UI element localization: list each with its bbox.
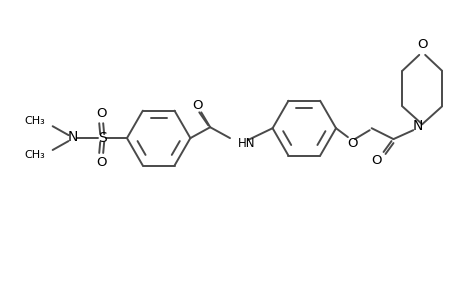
Text: CH₃: CH₃ [24,150,45,160]
Text: O: O [96,156,106,170]
Text: N: N [67,130,78,144]
Text: O: O [96,107,106,120]
Text: O: O [192,99,202,112]
Text: S: S [98,131,106,145]
Text: O: O [347,136,357,150]
Text: O: O [416,38,426,52]
Text: HN: HN [237,136,255,150]
Text: CH₃: CH₃ [24,116,45,126]
Text: N: N [412,119,422,133]
Text: O: O [370,154,381,167]
